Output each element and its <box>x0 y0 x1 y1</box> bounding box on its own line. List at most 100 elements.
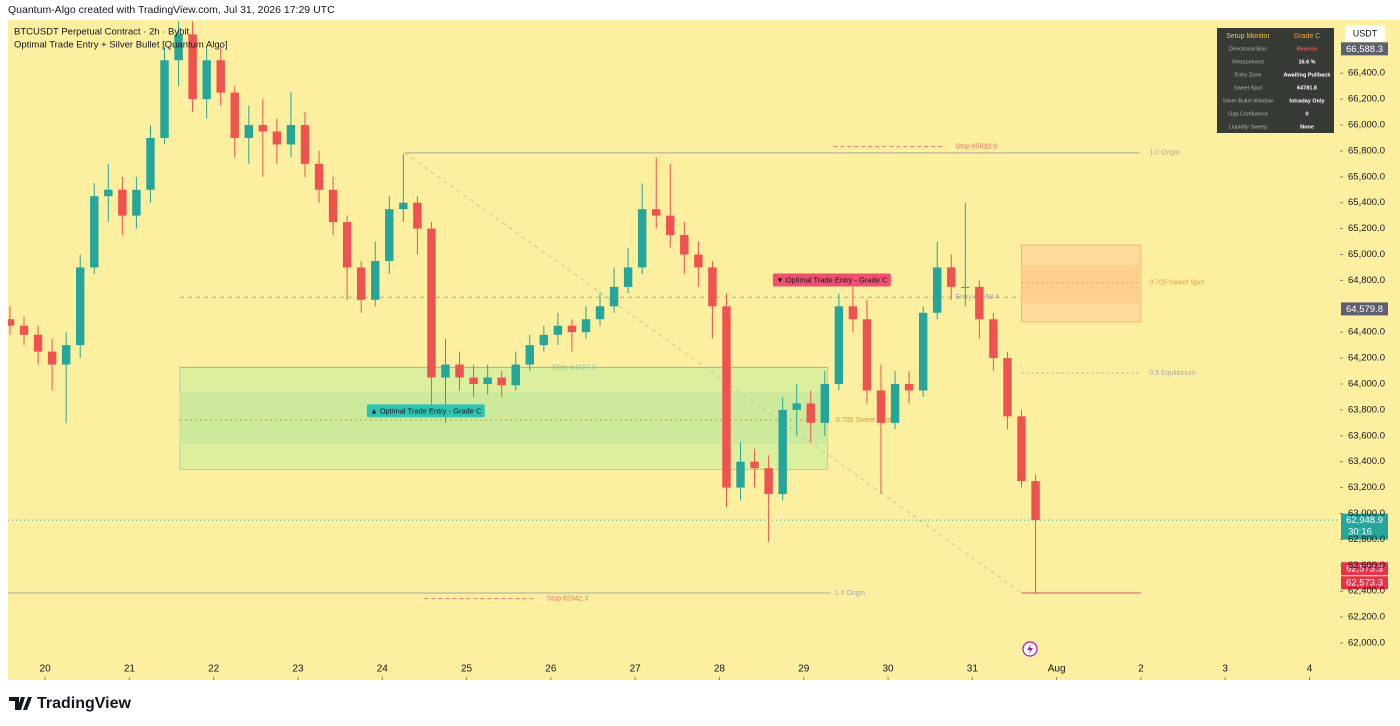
y-tick-label: 63,600.0 <box>1348 430 1385 441</box>
candle-body <box>947 267 956 287</box>
x-tick-label: 27 <box>630 664 642 675</box>
price-tag-label: 66,588.3 <box>1346 44 1383 55</box>
price-tag <box>1341 302 1388 316</box>
y-tick-label: 65,400.0 <box>1348 197 1385 208</box>
y-tick-label: 64,800.0 <box>1348 275 1385 286</box>
y-tick-label: 66,400.0 <box>1348 68 1385 79</box>
candle-body <box>328 189 338 223</box>
candle-body <box>567 325 577 333</box>
monitor-key: Liquidity Sweep <box>1229 124 1268 130</box>
candle-body <box>961 286 970 288</box>
x-tick-label: 4 <box>1307 664 1313 675</box>
price-tag-label: 62,573.3 <box>1346 564 1383 575</box>
level-label: Stop 62342.3 <box>547 595 589 602</box>
x-tick-label: 26 <box>545 664 557 675</box>
candle-body <box>75 267 85 346</box>
candle-body <box>525 345 535 365</box>
monitor-value: 16.6 % <box>1298 59 1315 65</box>
candle-body <box>652 209 661 216</box>
level-label: 0.5 Equilibrium <box>1149 370 1195 377</box>
y-tick-label: 65,800.0 <box>1348 145 1385 156</box>
monitor-grade: Grade C <box>1294 33 1320 40</box>
candle-body <box>637 209 647 268</box>
y-tick-label: 66,200.0 <box>1348 94 1385 105</box>
brand-logo <box>9 697 32 710</box>
level-label: 1.0 Origin <box>835 590 865 597</box>
level-label: 0.705 Sweet Spot <box>1149 280 1204 287</box>
price-tag-timer: 30:16 <box>1348 527 1372 538</box>
x-tick-label: Aug <box>1048 664 1066 675</box>
candle-body <box>356 267 366 300</box>
candle-body <box>876 390 886 423</box>
candle-body <box>132 189 141 216</box>
candle-body <box>188 34 197 100</box>
candle-body <box>258 125 268 132</box>
y-tick-label: 62,000.0 <box>1348 637 1385 648</box>
candle-body <box>342 222 352 268</box>
monitor-key: Entry Zone <box>1235 72 1262 78</box>
candle-body <box>146 137 155 190</box>
monitor-panel <box>1217 28 1334 133</box>
candle-body <box>750 461 759 469</box>
price-tag <box>1341 576 1388 590</box>
level-label: 0.705 Sweet Spot <box>836 417 891 424</box>
candle-body <box>19 325 29 335</box>
price-tag <box>1341 562 1388 576</box>
candle-body <box>918 312 928 391</box>
candle-body <box>33 334 43 352</box>
y-tick-label: 62,800.0 <box>1348 534 1385 545</box>
y-tick-label: 64,400.0 <box>1348 327 1385 338</box>
candle-body <box>932 267 942 313</box>
monitor-key: Silver Bullet Window <box>1223 98 1273 104</box>
x-tick-label: 29 <box>798 664 810 675</box>
candle-body <box>483 377 492 384</box>
candle-body <box>385 209 394 261</box>
candle-body <box>834 306 844 384</box>
candle-body <box>539 334 549 346</box>
y-tick-label: 62,400.0 <box>1348 586 1385 597</box>
level-label: Entry 64127.9 <box>552 364 596 371</box>
candle-body <box>848 306 858 320</box>
alert-bolt <box>1027 644 1033 654</box>
candle-body <box>553 325 563 335</box>
candle-body <box>820 383 830 423</box>
y-tick-label: 66,000.0 <box>1348 120 1385 131</box>
candle-body <box>989 319 998 359</box>
zone-core <box>179 392 828 444</box>
monitor-key: Sweet Spot <box>1234 85 1263 91</box>
candle-body <box>581 319 591 333</box>
currency-box[interactable] <box>1345 25 1385 42</box>
footer <box>0 681 1400 726</box>
candle-body <box>1017 416 1026 482</box>
x-tick-label: 25 <box>461 664 473 675</box>
monitor-value: Bearish <box>1297 46 1318 52</box>
monitor-key: Retracement <box>1232 59 1264 65</box>
candle-body <box>118 189 127 216</box>
candle-body <box>764 468 773 495</box>
y-tick-label: 63,200.0 <box>1348 482 1385 493</box>
price-tag-label: 62,948.9 <box>1346 515 1383 526</box>
candle-body <box>806 403 815 423</box>
candle-body <box>623 267 633 287</box>
monitor-key: Directional Bias <box>1229 46 1267 52</box>
candle-body <box>792 403 801 410</box>
monitor-key: Gap Confluence <box>1228 111 1268 117</box>
candle-body <box>778 409 787 495</box>
symbol: BTCUSDT Perpetual Contract · 2h · Bybit <box>14 27 189 38</box>
candle-body <box>497 377 506 386</box>
zone-core <box>1021 264 1141 304</box>
candle-body <box>1031 481 1040 521</box>
candle-body <box>666 215 675 236</box>
signal-label: ▲ Optimal Trade Entry - Grade C <box>370 406 482 415</box>
y-tick-label: 65,000.0 <box>1348 249 1385 260</box>
currency[interactable]: USDT <box>1353 28 1378 38</box>
price-tag-label: 64,579.8 <box>1346 304 1383 315</box>
candle-body <box>174 34 183 61</box>
candle-body <box>216 60 225 93</box>
x-tick-label: 20 <box>40 664 52 675</box>
x-tick-label: 30 <box>882 664 894 675</box>
y-tick-label: 62,200.0 <box>1348 612 1385 623</box>
x-tick-label: 31 <box>967 664 979 675</box>
level-label: 1.0 Origin <box>1149 150 1179 157</box>
candle-body <box>441 364 450 378</box>
